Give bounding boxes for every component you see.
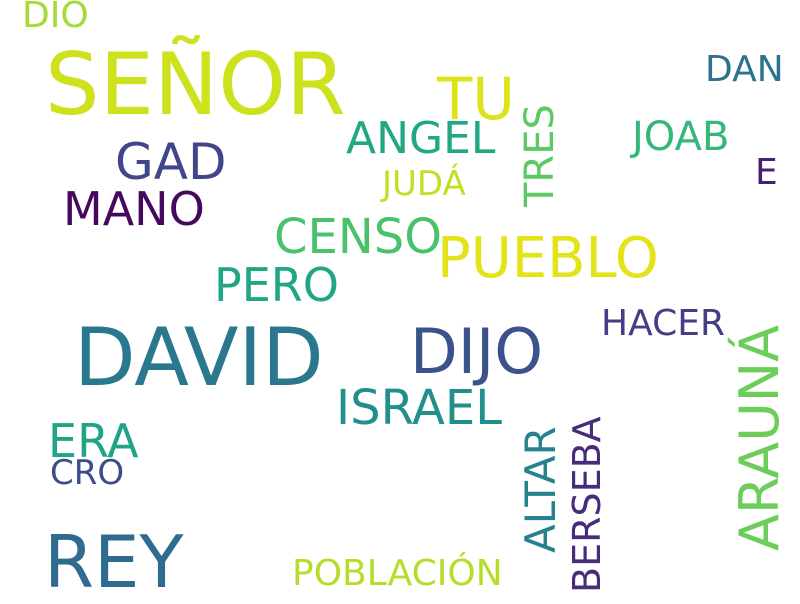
word-pero: PERO: [214, 258, 339, 312]
word-berseba: BERSEBA: [565, 416, 609, 593]
word-dio: DIO: [22, 0, 89, 36]
word-gad: GAD: [115, 133, 227, 191]
word-juda: JUDÁ: [382, 164, 466, 204]
word-arauna: ARAUNÁ: [728, 324, 791, 551]
word-e: E: [755, 152, 778, 193]
word-poblacion: POBLACIÓN: [292, 553, 503, 594]
word-hacer: HACER: [601, 303, 725, 344]
word-tres: TRES: [517, 104, 563, 207]
word-altar: ALTAR: [516, 426, 565, 553]
word-tu: TU: [437, 65, 515, 133]
word-cro: CRO: [50, 453, 125, 493]
word-joab: JOAB: [632, 114, 730, 160]
word-rey: REY: [44, 520, 184, 604]
word-pueblo: PUEBLO: [437, 226, 659, 291]
word-mano: MANO: [63, 182, 205, 236]
word-censo: CENSO: [274, 209, 442, 265]
word-era: ERA: [48, 414, 139, 468]
word-dan: DAN: [705, 49, 784, 90]
word-angel: ANGEL: [346, 113, 496, 164]
word-dijo: DIJO: [410, 315, 544, 388]
word-senor: SEÑOR: [45, 35, 346, 135]
word-david: DAVID: [74, 311, 324, 404]
word-israel: ISRAEL: [336, 380, 502, 436]
